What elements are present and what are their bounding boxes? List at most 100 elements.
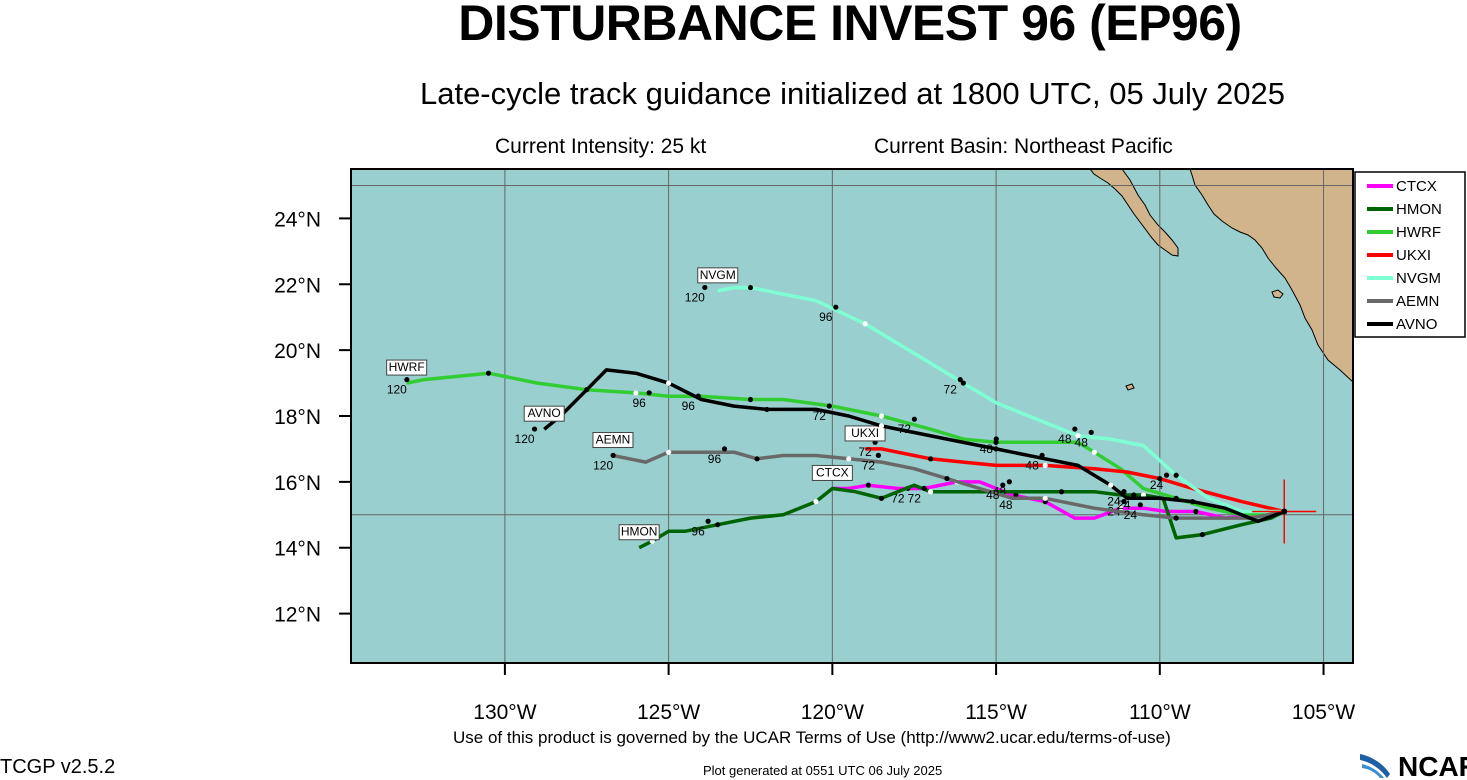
forecast-point [911,416,917,422]
track-line [612,450,1285,520]
lat-tick-label: 18°N [274,406,321,429]
forecast-point [705,518,711,524]
lat-tick-label: 20°N [274,340,321,363]
lat-tick-label: 16°N [274,472,321,495]
forecast-hour-label: 120 [515,432,535,446]
track-end-label: CTCX [816,465,849,479]
track-point [1140,492,1147,498]
forecast-hour-label: 120 [387,383,407,397]
track-end-label: AEMN [596,433,631,447]
lon-tick-label: 125°W [637,701,700,724]
track-end-label: NVGM [700,268,736,282]
forecast-hour-label: 48 [1075,435,1089,449]
track-point [960,380,966,386]
track-end-box [811,464,853,481]
forecast-point [1121,489,1127,495]
track-point [944,475,950,482]
ncar-logo-text: NCAR [1398,751,1467,780]
forecast-hour-label: 24 [1117,498,1131,512]
forecast-point [1088,429,1094,435]
forecast-hour-label: 96 [682,399,696,413]
forecast-point [1121,498,1127,505]
forecast-point [610,452,616,458]
forecast-hour-label: 24 [1124,508,1138,522]
forecast-point [1163,472,1170,478]
track-point [1108,482,1114,488]
track-point [1173,472,1179,478]
track-end-box [386,359,428,376]
legend-item-ctcx: CTCX [1367,178,1437,195]
forecast-hour-label: 72 [862,458,876,472]
lon-tick-label: 105°W [1292,701,1355,724]
track-point [878,423,885,429]
track-point [1058,489,1065,495]
lat-tick-label: 12°N [274,604,321,627]
track-point [865,482,871,488]
track-point [1157,475,1163,482]
version-label: TCGP v2.5.2 [0,756,116,778]
forecast-point [695,393,701,399]
lat-tick-label: 14°N [274,538,321,561]
track-line [832,480,1285,520]
legend-item-hmon: HMON [1367,201,1442,218]
track-point [747,284,754,291]
track-end-box [592,432,634,449]
forecast-hour-label: 120 [685,290,705,304]
legend-label: HWRF [1396,224,1441,241]
ncar-logo-icon: NCAR [1360,751,1467,780]
legend-item-nvgm: NVGM [1367,270,1441,287]
track-end-label: HWRF [389,360,425,374]
forecast-hour-label: 24 [1107,495,1121,509]
track-point [927,489,934,495]
track-end-box [523,405,565,422]
forecast-point [1131,492,1137,498]
baja-california-land [1089,169,1179,257]
track-point [1199,531,1205,538]
track-point [633,390,639,396]
forecast-point [702,284,708,291]
track-point [878,413,885,419]
forecast-hour-label: 48 [1058,432,1072,446]
forecast-point [1006,479,1012,485]
forecast-hour-label: 48 [986,488,1000,502]
forecast-hour-label: 72 [908,491,922,505]
generated-timestamp: Plot generated at 0551 UTC 06 July 2025 [703,763,943,778]
track-point [1042,495,1048,501]
current-position-marker [1281,508,1288,515]
island-tres-marias [1271,289,1284,299]
track-point [993,446,999,452]
forecast-point [921,485,927,491]
track-point [584,387,590,393]
legend-item-ukxi: UKXI [1367,247,1431,264]
track-end-box [844,425,886,442]
track-end-label: HMON [621,525,658,539]
track-end-label: AVNO [528,406,561,420]
legend-label: HMON [1396,201,1442,218]
track-end-box [618,524,660,541]
island-socorro [1125,383,1135,391]
lon-tick-label: 115°W [965,701,1027,724]
track-point [862,321,868,327]
forecast-point [875,452,881,458]
forecast-hour-label: 72 [858,445,872,459]
track-point [846,456,852,462]
track-point [1117,505,1124,511]
lon-tick-label: 130°W [473,701,536,724]
forecast-point [721,446,728,452]
track-avno: 24 48 72 96 120 AVNO [515,368,1285,524]
legend-item-hwrf: HWRF [1367,224,1441,241]
track-point [666,449,672,455]
forecast-point [826,403,832,409]
forecast-hour-label: 96 [632,396,646,410]
forecast-point [404,377,410,383]
map-title: DISTURBANCE INVEST 96 (EP96) [458,0,1242,51]
forecast-hour-label: 72 [813,409,827,423]
lat-tick-label: 24°N [274,208,321,231]
track-point [1091,449,1097,455]
current-basin: Current Basin: Northeast Pacific [874,135,1173,158]
track-point [666,380,672,386]
current-intensity: Current Intensity: 25 kt [495,135,707,158]
legend-label: AVNO [1396,316,1437,333]
forecast-hour-label: 72 [944,383,958,397]
forecast-hour-label: 120 [593,458,613,472]
